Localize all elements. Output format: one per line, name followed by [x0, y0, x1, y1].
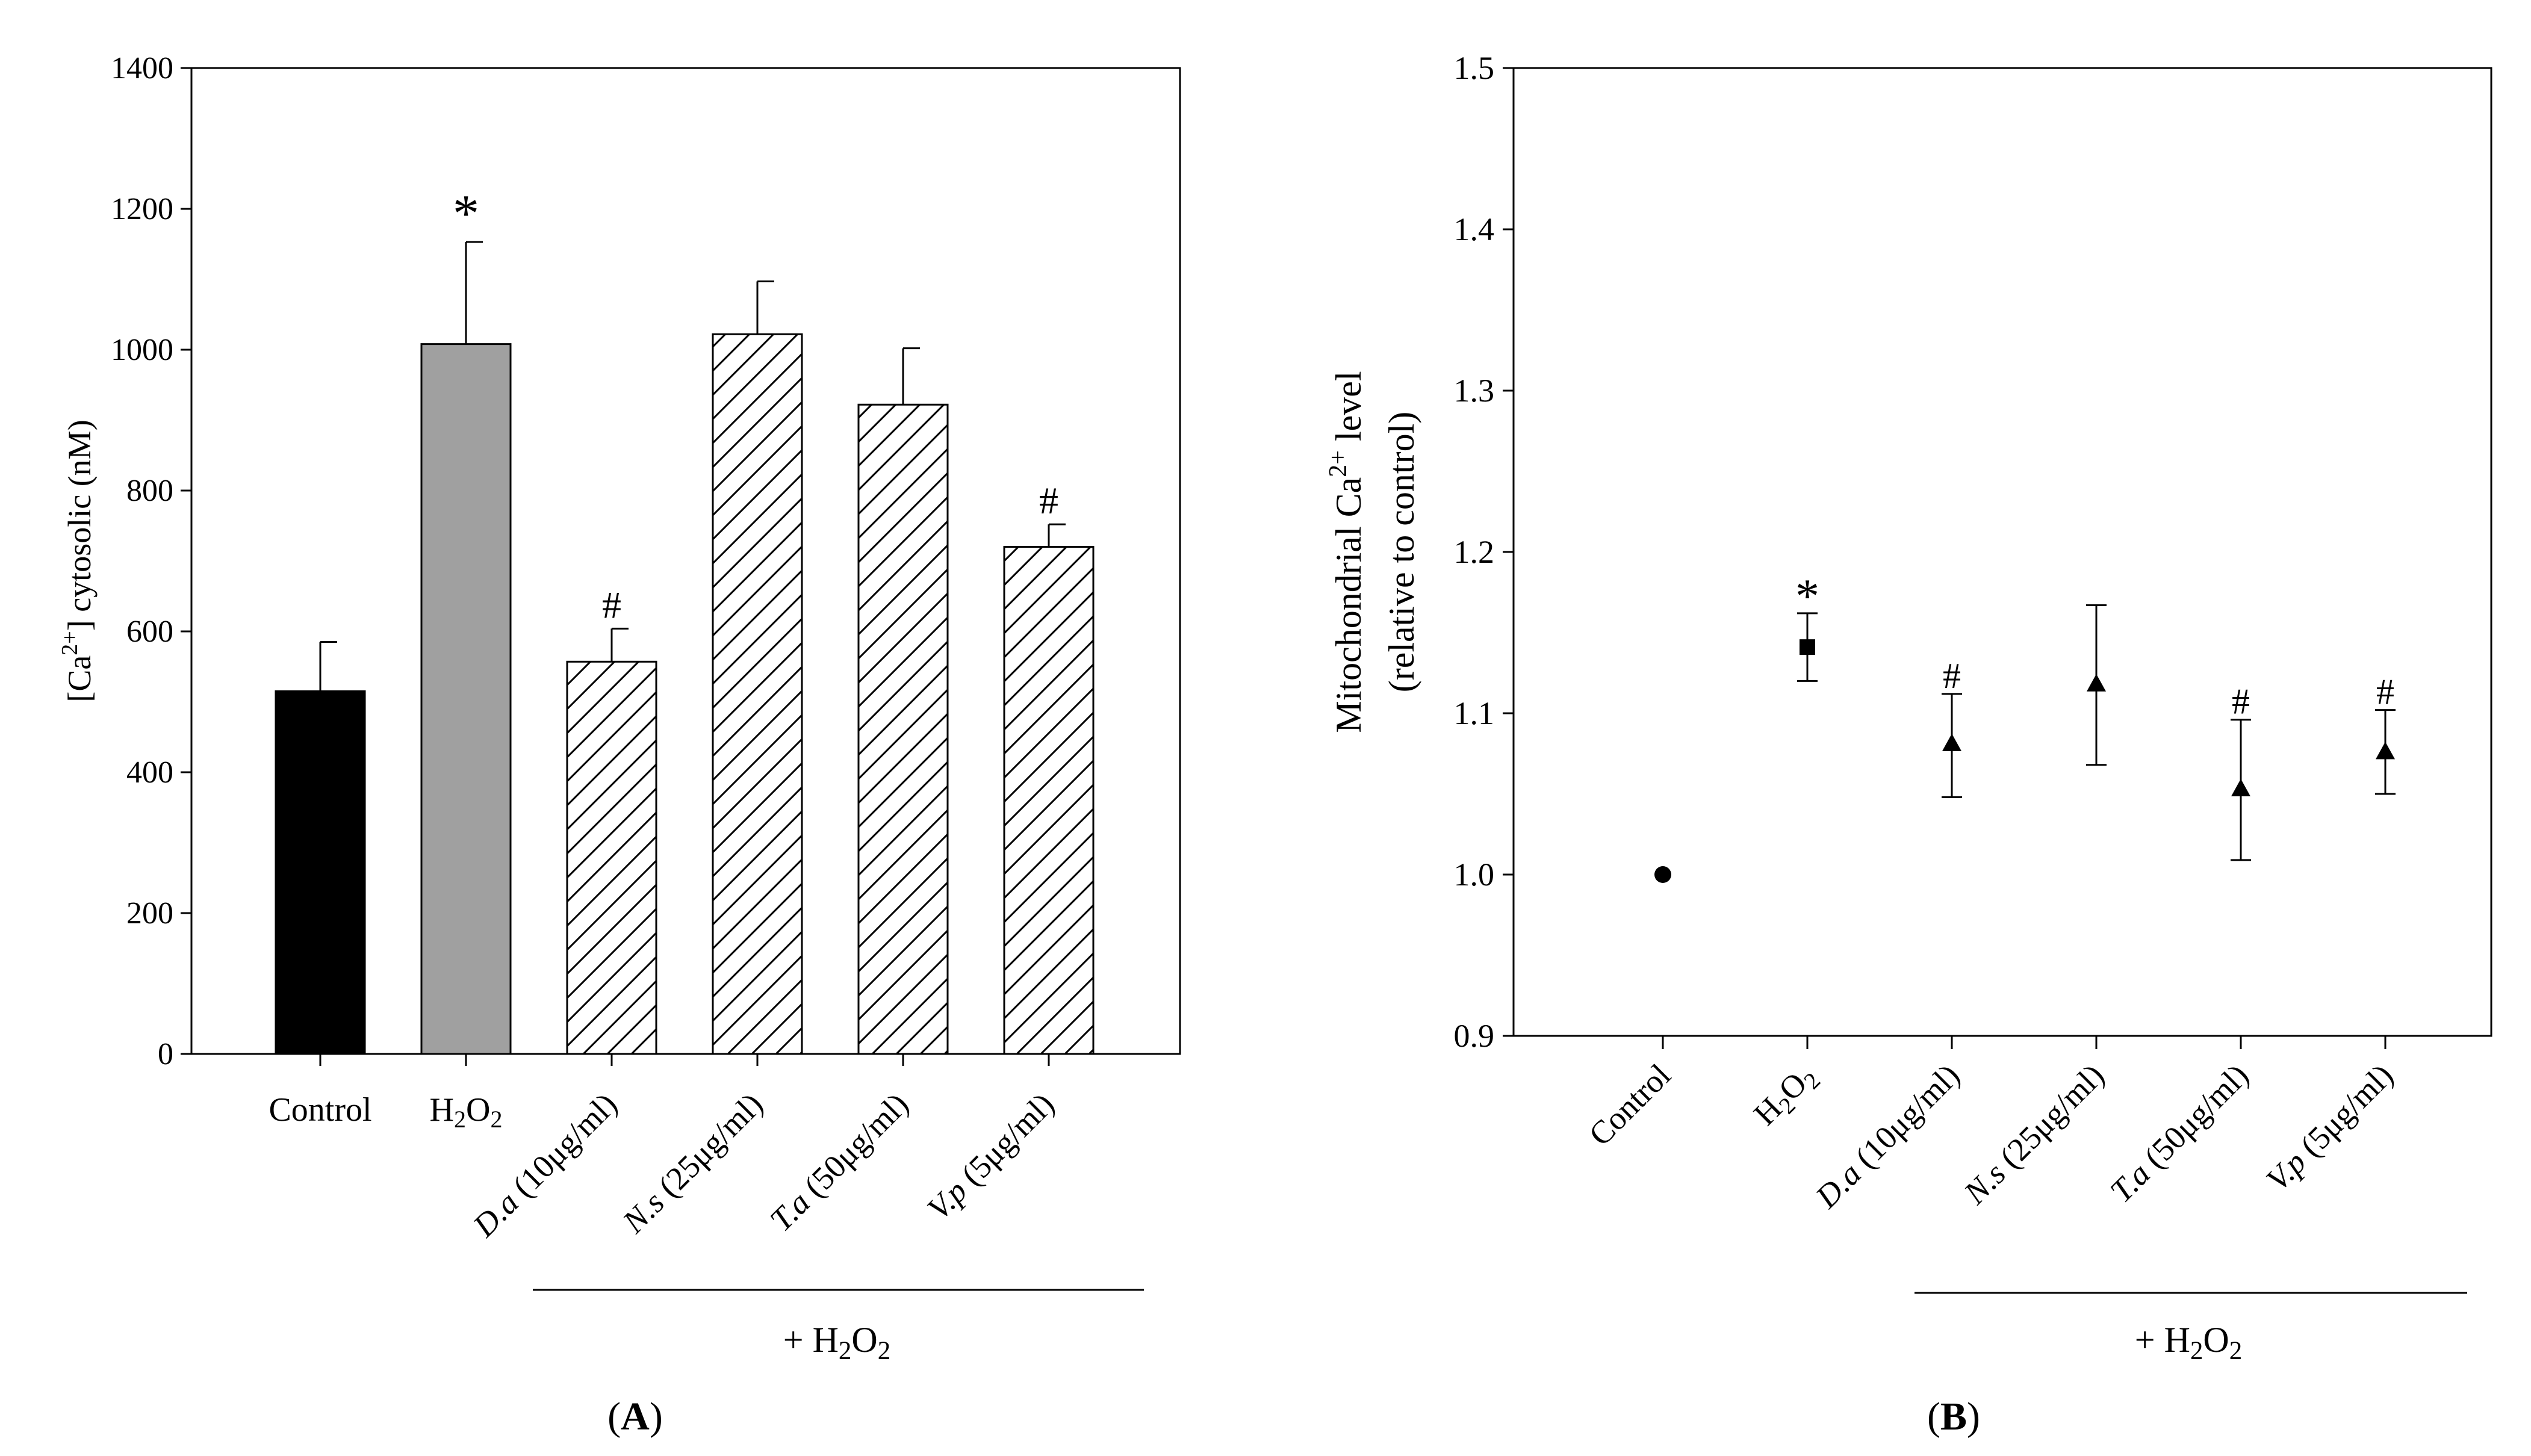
significance-hash: # — [1943, 656, 1961, 696]
h2o2-h: H — [813, 1320, 839, 1360]
x-tick-label-v-p-5-g-ml: V.p (5μg/ml) — [2259, 1057, 2400, 1198]
y-tick-label: 600 — [126, 615, 173, 649]
group-plus: + — [783, 1320, 813, 1360]
y-label-superscript: 2+ — [1325, 450, 1352, 477]
y-tick-label: 1.1 — [1454, 695, 1495, 731]
tick-label-suffix: (25μg/ml) — [645, 1086, 769, 1210]
y-axis-label-line1: Mitochondrial Ca2+ level — [1325, 371, 1368, 733]
x-tick-label-n-s-25-g-ml: N.s (25μg/ml) — [1957, 1057, 2111, 1212]
significance-hash: # — [2376, 672, 2394, 712]
y-tick-label: 200 — [126, 896, 173, 931]
significance-hash: # — [1039, 479, 1058, 522]
significance-hash: # — [602, 583, 621, 626]
y-tick-label: 800 — [126, 474, 173, 508]
point-h2o2 — [1800, 639, 1815, 655]
y-label-superscript: 2+ — [57, 631, 82, 655]
paren: ( — [607, 1395, 621, 1439]
y-label-part: [Ca — [61, 655, 98, 702]
tick-label-suffix: (25μg/ml) — [1987, 1057, 2111, 1181]
tick-label-suffix: (10μg/ml) — [1842, 1057, 1966, 1181]
h2o2-sub-2: 2 — [490, 1106, 502, 1133]
y-tick-label: 1.5 — [1454, 50, 1495, 86]
y-tick-label: 400 — [126, 755, 173, 790]
tick-label-suffix: (50μg/ml) — [2131, 1057, 2255, 1181]
group-plus: + — [2135, 1320, 2164, 1360]
y-tick-label: 1200 — [111, 192, 173, 226]
x-tick-label-h2o2: H2O2 — [430, 1091, 503, 1133]
h2o2-sub-2: 2 — [839, 1337, 852, 1365]
significance-asterisk: * — [1795, 570, 1819, 623]
x-tick-label-d-a-10-g-ml: D.a (10μg/ml) — [1808, 1057, 1966, 1215]
x-tick-label-n-s-25-g-ml: N.s (25μg/ml) — [615, 1086, 770, 1241]
x-tick-label-h2o2: H2O2 — [1747, 1057, 1825, 1136]
tick-label-suffix: (5μg/ml) — [948, 1086, 1061, 1198]
h2o2-h: H — [2164, 1320, 2190, 1360]
y-label-part: ] cytosolic (nM) — [61, 420, 98, 631]
tick-label-suffix: (50μg/ml) — [791, 1086, 915, 1210]
tick-label-suffix: (10μg/ml) — [500, 1086, 624, 1210]
paren: ) — [1967, 1395, 1980, 1439]
y-tick-label: 0 — [158, 1037, 173, 1071]
y-tick-label: 0.9 — [1454, 1018, 1495, 1054]
x-tick-label-t-a-50-g-ml: T.a (50μg/ml) — [763, 1086, 915, 1238]
y-label-part: Mitochondrial Ca — [1329, 477, 1368, 733]
bar-v-p-5-g-ml — [1003, 546, 1095, 1055]
paren: ( — [1927, 1395, 1940, 1439]
y-tick-label: 1400 — [111, 51, 173, 85]
plot-frame — [1512, 67, 2492, 1037]
panel-label-b: (B) — [1927, 1395, 1980, 1439]
y-label-part: level — [1329, 371, 1368, 450]
y-axis-label-line2: (relative to control) — [1382, 412, 1421, 692]
h2o2-o: O — [851, 1320, 877, 1360]
panel-label-a: (A) — [607, 1395, 663, 1439]
paren: ) — [650, 1395, 663, 1439]
tick-label-suffix: (5μg/ml) — [2287, 1057, 2400, 1169]
h2o2-o: O — [466, 1091, 490, 1129]
h2o2-sub-2: 2 — [2229, 1337, 2243, 1365]
bar-n-s-25-g-ml — [712, 333, 803, 1055]
x-tick-label-t-a-50-g-ml: T.a (50μg/ml) — [2103, 1057, 2255, 1209]
plot-frame — [190, 67, 1181, 1055]
x-tick-label-v-p-5-g-ml: V.p (5μg/ml) — [920, 1086, 1061, 1227]
bar-d-a-10-g-ml — [566, 660, 657, 1055]
bar-t-a-50-g-ml — [857, 403, 949, 1055]
significance-hash: # — [2232, 682, 2250, 722]
x-tick-label-control: Control — [269, 1091, 371, 1129]
panel-letter: A — [621, 1395, 650, 1439]
bar-control — [275, 690, 366, 1055]
panel-a-bar-chart: 0200400600800100012001400Control*H2O2#D.… — [57, 51, 1181, 1439]
y-axis-label: [Ca2+] cytosolic (nM) — [57, 420, 98, 702]
point-n-s-25-g-ml — [2087, 674, 2106, 692]
panel-letter: B — [1940, 1395, 1967, 1439]
bar-h2o2 — [420, 343, 512, 1055]
point-d-a-10-g-ml — [1942, 733, 1961, 751]
x-tick-label-control: Control — [1582, 1057, 1677, 1153]
point-t-a-50-g-ml — [2231, 778, 2250, 796]
y-tick-label: 1.0 — [1454, 857, 1495, 893]
h2o2-sub-2: 2 — [454, 1106, 466, 1133]
y-tick-label: 1000 — [111, 333, 173, 367]
group-label: + H2O2 — [2135, 1320, 2243, 1365]
h2o2-sub-2: 2 — [2190, 1337, 2203, 1365]
point-control — [1654, 866, 1671, 883]
y-tick-label: 1.2 — [1454, 534, 1495, 570]
tick-label-prefix: Control — [269, 1091, 371, 1129]
y-tick-label: 1.3 — [1454, 373, 1495, 409]
group-label: + H2O2 — [783, 1320, 891, 1365]
tick-label-prefix: Control — [1582, 1057, 1677, 1153]
h2o2-h: H — [430, 1091, 454, 1129]
h2o2-o: O — [2203, 1320, 2229, 1360]
significance-asterisk: * — [453, 185, 479, 243]
point-v-p-5-g-ml — [2376, 742, 2395, 760]
h2o2-sub-2: 2 — [878, 1337, 891, 1365]
y-tick-label: 1.4 — [1454, 211, 1495, 247]
